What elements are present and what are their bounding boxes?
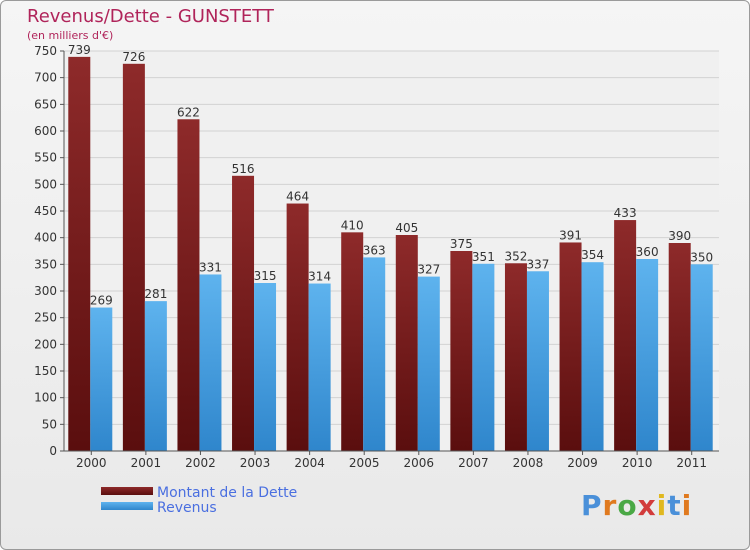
data-label-revenus: 269 <box>90 294 113 308</box>
bar-dette <box>177 119 200 452</box>
x-tick-label: 2008 <box>513 456 544 470</box>
data-label-revenus: 331 <box>199 260 222 274</box>
bar-revenus <box>90 307 113 451</box>
y-tick-label: 0 <box>49 444 57 458</box>
bar-dette <box>68 56 91 451</box>
data-label-revenus: 281 <box>144 287 167 301</box>
data-label-dette: 410 <box>341 218 364 232</box>
data-label-revenus: 314 <box>308 270 331 284</box>
brand-letter: r <box>602 489 618 522</box>
bar-dette <box>286 203 309 451</box>
y-tick-label: 350 <box>34 257 57 271</box>
proxiti-logo: Proxiti <box>581 489 692 522</box>
x-tick-label: 2006 <box>404 456 435 470</box>
bar-revenus <box>472 263 495 451</box>
y-tick-label: 300 <box>34 284 57 298</box>
x-tick-label: 2000 <box>76 456 107 470</box>
y-tick-label: 550 <box>34 151 57 165</box>
y-tick-label: 250 <box>34 311 57 325</box>
x-tick-label: 2009 <box>567 456 598 470</box>
brand-letter: o <box>617 489 638 522</box>
data-label-dette: 390 <box>668 229 691 243</box>
bar-dette <box>450 251 473 451</box>
y-tick-label: 700 <box>34 71 57 85</box>
data-label-dette: 375 <box>450 237 473 251</box>
y-tick-label: 450 <box>34 204 57 218</box>
y-tick-label: 100 <box>34 391 57 405</box>
legend-swatch-revenus <box>101 502 153 510</box>
data-label-dette: 622 <box>177 105 200 119</box>
data-label-revenus: 350 <box>690 250 713 264</box>
data-label-dette: 739 <box>68 43 91 57</box>
bar-revenus <box>526 271 549 451</box>
data-label-revenus: 337 <box>527 257 550 271</box>
data-label-revenus: 354 <box>581 248 604 262</box>
brand-letter: i <box>656 489 668 522</box>
y-tick-label: 150 <box>34 364 57 378</box>
bar-dette <box>614 220 637 451</box>
bar-revenus <box>308 283 331 451</box>
data-label-dette: 433 <box>614 206 637 220</box>
bar-dette <box>232 175 255 452</box>
x-tick-label: 2001 <box>131 456 162 470</box>
x-tick-label: 2004 <box>294 456 325 470</box>
bar-revenus <box>636 259 659 451</box>
y-tick-label: 200 <box>34 337 57 351</box>
bar-dette <box>341 232 364 451</box>
bar-dette <box>559 242 582 451</box>
x-tick-label: 2010 <box>622 456 653 470</box>
y-tick-label: 500 <box>34 177 57 191</box>
x-tick-label: 2007 <box>458 456 489 470</box>
brand-letter: t <box>667 489 682 522</box>
x-tick-label: 2002 <box>185 456 216 470</box>
legend-label-dette: Montant de la Dette <box>157 485 298 501</box>
chart-title: Revenus/Dette - GUNSTETT <box>27 6 274 27</box>
legend-swatch-dette <box>101 487 153 495</box>
brand-letter: i <box>681 489 693 522</box>
bar-dette <box>668 243 691 451</box>
x-tick-label: 2011 <box>676 456 707 470</box>
data-label-dette: 464 <box>286 190 309 204</box>
bar-revenus <box>254 283 277 451</box>
bar-dette <box>504 263 527 451</box>
data-label-dette: 726 <box>122 50 145 64</box>
bar-revenus <box>363 257 386 451</box>
y-tick-label: 400 <box>34 231 57 245</box>
y-tick-label: 600 <box>34 124 57 138</box>
y-tick-label: 50 <box>42 417 57 431</box>
chart-subtitle: (en milliers d'€) <box>27 29 114 42</box>
x-tick-label: 2003 <box>240 456 271 470</box>
bar-revenus <box>581 262 604 451</box>
data-label-revenus: 315 <box>254 269 277 283</box>
x-tick-label: 2005 <box>349 456 380 470</box>
y-tick-label: 650 <box>34 97 57 111</box>
brand-letter: x <box>637 489 657 522</box>
bar-dette <box>122 63 145 452</box>
y-tick-label: 750 <box>34 44 57 58</box>
data-label-dette: 405 <box>395 221 418 235</box>
plot-area <box>64 51 719 451</box>
data-label-dette: 516 <box>232 162 255 176</box>
data-label-revenus: 327 <box>417 263 440 277</box>
data-label-revenus: 363 <box>363 243 386 257</box>
data-label-dette: 352 <box>505 249 528 263</box>
bar-revenus <box>690 264 713 451</box>
data-label-dette: 391 <box>559 228 582 242</box>
bar-dette <box>395 235 418 451</box>
data-label-revenus: 360 <box>636 245 659 259</box>
bar-revenus <box>417 276 440 451</box>
bar-revenus <box>199 274 222 451</box>
data-label-revenus: 351 <box>472 250 495 264</box>
bar-revenus <box>144 301 167 451</box>
legend-label-revenus: Revenus <box>157 500 217 516</box>
brand-letter: P <box>581 489 603 522</box>
